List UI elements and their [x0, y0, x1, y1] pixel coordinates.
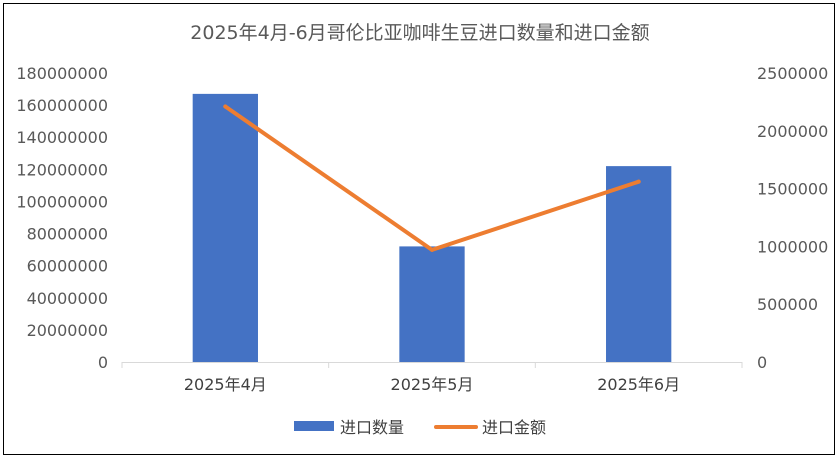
right-axis-tick-label: 2000000	[757, 122, 828, 141]
right-axis-tick-label: 1500000	[757, 180, 828, 199]
right-axis-tick-label: 0	[757, 353, 767, 372]
x-axis-label: 2025年6月	[597, 375, 680, 394]
amount-point-2025年5月	[430, 247, 434, 252]
chart-frame	[3, 3, 835, 455]
left-axis-tick-label: 180000000	[16, 64, 108, 83]
left-axis-tick-label: 80000000	[27, 225, 108, 244]
amount-point-2025年6月	[636, 179, 641, 184]
bar-series	[192, 93, 672, 362]
right-axis-tick-label: 500000	[757, 295, 818, 314]
left-axis-tick-label: 0	[98, 353, 108, 372]
x-axis-label: 2025年5月	[391, 375, 474, 394]
left-axis-tick-label: 140000000	[16, 128, 108, 147]
legend-label-amount: 进口金额	[482, 418, 546, 437]
line-series	[223, 104, 641, 252]
left-axis-tick-label: 20000000	[27, 321, 108, 340]
amount-line	[223, 104, 641, 252]
right-axis-tick-label: 1000000	[757, 237, 828, 256]
legend: 进口数量 进口金额	[294, 418, 546, 437]
legend-swatch-quantity	[294, 421, 334, 431]
legend-label-quantity: 进口数量	[340, 418, 404, 437]
left-axis-tick-label: 160000000	[16, 96, 108, 115]
right-axis-ticks: 0 500000 1000000 1500000 2000000 2500000	[757, 64, 828, 372]
left-axis-ticks: 0 20000000 40000000 60000000 80000000 1000000…	[16, 64, 108, 372]
bar-2025年4月	[192, 93, 258, 362]
left-axis-tick-label: 120000000	[16, 160, 108, 179]
x-axis-label: 2025年4月	[184, 375, 267, 394]
chart-title: 2025年4月-6月哥伦比亚咖啡生豆进口数量和进口金额	[190, 22, 649, 44]
amount-point-2025年4月	[223, 104, 228, 109]
left-axis-tick-label: 60000000	[27, 257, 108, 276]
bar-2025年5月	[399, 246, 465, 362]
x-axis-labels: 2025年4月 2025年5月 2025年6月	[184, 375, 680, 394]
x-axis-tick-marks	[121, 362, 743, 368]
left-axis-tick-label: 40000000	[27, 289, 108, 308]
bar-2025年6月	[606, 166, 672, 362]
left-axis-tick-label: 100000000	[16, 192, 108, 211]
right-axis-tick-label: 2500000	[757, 64, 828, 83]
